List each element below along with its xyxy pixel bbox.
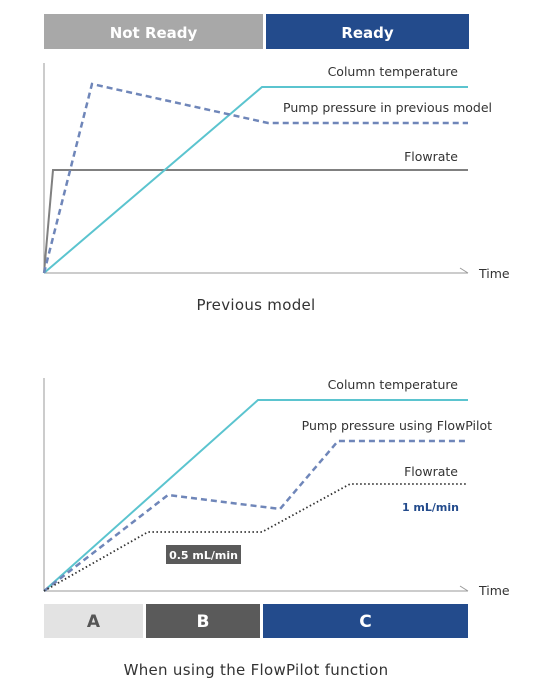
top-x-axis-arrow bbox=[459, 267, 469, 274]
ready-bar bbox=[266, 14, 469, 49]
bottom-x-axis-label: Time bbox=[478, 583, 510, 598]
bottom-flowrate-line bbox=[43, 483, 468, 592]
ready-label: Ready bbox=[341, 24, 394, 42]
phase-a-bar bbox=[44, 604, 143, 638]
top-pump-pressure-label: Pump pressure in previous model bbox=[283, 100, 492, 115]
phase-b-bar bbox=[146, 604, 260, 638]
bottom-x-axis-arrow bbox=[459, 585, 469, 592]
top-chart: Time Column temperature Pump pressure in… bbox=[42, 63, 510, 314]
phase-c-bar bbox=[263, 604, 468, 638]
top-column-temperature-label: Column temperature bbox=[328, 64, 459, 79]
top-pump-pressure-line bbox=[42, 82, 468, 274]
not-ready-bar bbox=[44, 14, 263, 49]
bottom-pump-pressure-label: Pump pressure using FlowPilot bbox=[302, 418, 492, 433]
rate-low-badge bbox=[166, 545, 241, 564]
bottom-flowrate-label: Flowrate bbox=[404, 464, 458, 479]
bottom-chart-caption: When using the FlowPilot function bbox=[124, 661, 389, 679]
top-flowrate-label: Flowrate bbox=[404, 149, 458, 164]
top-chart-caption: Previous model bbox=[196, 296, 315, 314]
top-x-axis-label: Time bbox=[478, 266, 510, 281]
phase-b-label: B bbox=[197, 612, 210, 632]
top-column-temperature-line bbox=[43, 86, 468, 274]
rate-low-label: 0.5 mL/min bbox=[169, 549, 238, 562]
phase-c-label: C bbox=[359, 612, 371, 632]
bottom-chart: Time Column temperature Pump pressure us… bbox=[43, 377, 510, 679]
rate-high-label: 1 mL/min bbox=[402, 501, 459, 514]
top-flowrate-line bbox=[43, 169, 468, 274]
bottom-column-temperature-line bbox=[43, 399, 468, 592]
bottom-column-temperature-label: Column temperature bbox=[328, 377, 459, 392]
not-ready-label: Not Ready bbox=[110, 24, 198, 42]
phase-a-label: A bbox=[87, 612, 101, 632]
bottom-pump-pressure-line bbox=[43, 439, 468, 592]
